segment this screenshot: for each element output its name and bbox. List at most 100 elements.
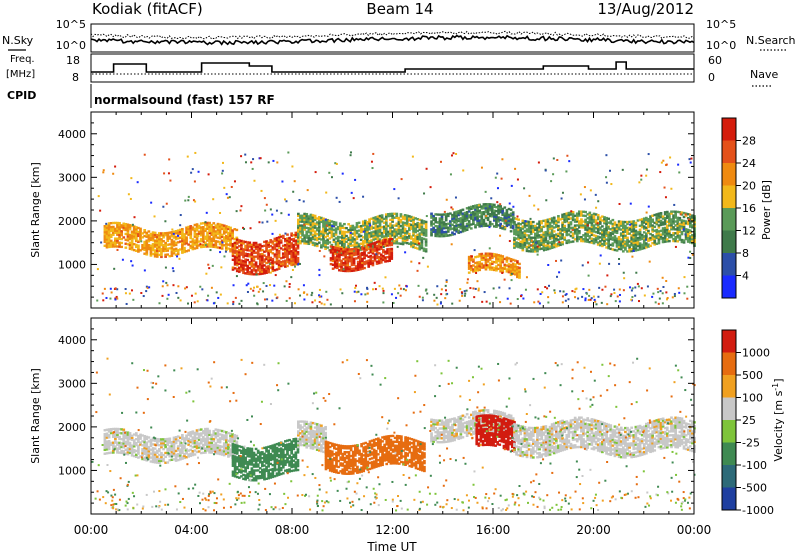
- echo-cell: [189, 440, 193, 444]
- echo-cell: [649, 225, 652, 228]
- echo-cell: [143, 444, 147, 448]
- echo-cell: [130, 246, 134, 249]
- echo-cell: [114, 245, 117, 248]
- echo-speck: [101, 292, 104, 295]
- echo-cell: [263, 260, 266, 263]
- echo-cell: [250, 251, 254, 254]
- echo-speck: [357, 290, 360, 293]
- echo-cell: [482, 205, 486, 208]
- freq-axis-bottom: 8: [72, 71, 79, 84]
- echo-cell: [288, 246, 291, 249]
- echo-cell: [584, 228, 587, 231]
- echo-speck: [164, 220, 167, 223]
- echo-cell: [155, 251, 159, 254]
- echo-cell: [340, 267, 343, 270]
- echo-cell: [603, 243, 606, 246]
- echo-cell: [109, 233, 113, 237]
- echo-cell: [107, 428, 111, 431]
- echo-cell: [107, 436, 111, 439]
- echo-cell: [649, 244, 652, 248]
- echo-cell: [617, 228, 621, 231]
- echo-cell: [256, 269, 260, 272]
- echo-cell: [550, 234, 554, 238]
- echo-cell: [592, 214, 596, 217]
- echo-cell: [158, 438, 161, 441]
- echo-speck: [436, 303, 439, 306]
- echo-cell: [364, 219, 367, 223]
- echo-cell: [624, 226, 627, 230]
- echo-cell: [240, 243, 243, 247]
- echo-cell: [457, 223, 461, 227]
- echo-cell: [151, 451, 155, 454]
- echo-cell: [378, 224, 382, 227]
- echo-cell: [519, 234, 523, 238]
- echo-cell: [416, 217, 420, 221]
- echo-cell: [265, 250, 268, 253]
- echo-cell: [359, 242, 363, 245]
- echo-cell: [160, 438, 163, 441]
- echo-cell: [347, 242, 350, 246]
- echo-cell: [407, 217, 411, 220]
- echo-speck: [258, 221, 261, 224]
- echo-speck: [208, 232, 211, 235]
- echo-cell: [158, 245, 161, 249]
- echo-cell: [235, 263, 239, 267]
- echo-cell: [550, 244, 554, 248]
- echo-cell: [168, 237, 172, 240]
- echo-cell: [403, 227, 407, 231]
- echo-cell: [109, 427, 113, 431]
- echo-cell: [197, 224, 201, 228]
- echo-cell: [178, 452, 182, 455]
- echo-cell: [371, 252, 375, 255]
- echo-cell: [511, 272, 515, 275]
- echo-cell: [668, 239, 671, 243]
- echo-cell: [642, 237, 646, 240]
- echo-cell: [187, 455, 191, 458]
- echo-cell: [147, 455, 151, 459]
- echo-speck: [165, 202, 168, 205]
- echo-cell: [350, 259, 354, 263]
- echo-speck: [172, 270, 175, 273]
- echo-speck: [599, 254, 602, 257]
- echo-cell: [412, 218, 415, 221]
- echo-cell: [357, 245, 361, 248]
- echo-cell: [645, 218, 648, 222]
- echo-cell: [288, 248, 291, 251]
- echo-cell: [511, 264, 515, 267]
- echo-cell: [178, 444, 182, 447]
- echo-cell: [212, 227, 216, 231]
- echo-speck: [477, 204, 480, 207]
- echo-cell: [546, 230, 550, 233]
- echo-cell: [486, 208, 490, 212]
- echo-cell: [399, 220, 403, 224]
- echo-cell: [516, 260, 519, 263]
- freq-trace: [91, 61, 694, 73]
- echo-cell: [130, 238, 134, 241]
- echo-speck: [589, 189, 592, 192]
- echo-speck: [499, 203, 502, 206]
- echo-cell: [353, 238, 357, 241]
- echo-cell: [521, 233, 525, 236]
- echo-cell: [546, 224, 550, 227]
- echo-cell: [367, 265, 371, 268]
- echo-cell: [222, 430, 226, 433]
- echo-cell: [176, 449, 180, 452]
- echo-cell: [162, 459, 165, 463]
- echo-cell: [655, 221, 659, 224]
- echo-cell: [529, 228, 533, 232]
- echo-cell: [668, 236, 671, 239]
- echo-cell: [233, 263, 237, 266]
- echo-cell: [607, 245, 611, 248]
- echo-cell: [670, 226, 673, 229]
- echo-cell: [596, 225, 600, 229]
- echo-cell: [619, 232, 623, 235]
- echo-speck: [450, 154, 453, 157]
- echo-cell: [659, 221, 663, 225]
- echo-speck: [232, 300, 235, 303]
- echo-cell: [444, 230, 448, 234]
- echo-cell: [412, 216, 415, 219]
- echo-speck: [658, 297, 661, 300]
- echo-speck: [664, 196, 667, 199]
- echo-speck: [271, 232, 274, 235]
- echo-cell: [116, 223, 119, 227]
